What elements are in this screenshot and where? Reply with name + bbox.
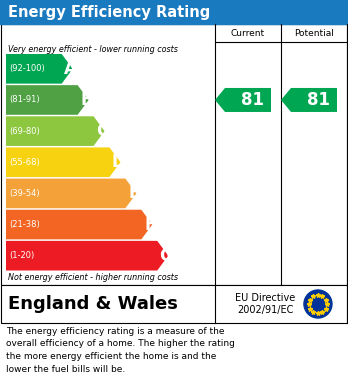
Text: Potential: Potential: [294, 29, 334, 38]
Text: (1-20): (1-20): [9, 251, 34, 260]
Text: (21-38): (21-38): [9, 220, 40, 229]
Polygon shape: [6, 54, 73, 84]
Text: (92-100): (92-100): [9, 65, 45, 74]
Text: Current: Current: [231, 29, 265, 38]
Circle shape: [304, 290, 332, 318]
Polygon shape: [6, 179, 136, 208]
Text: England & Wales: England & Wales: [8, 295, 178, 313]
Text: Energy Efficiency Rating: Energy Efficiency Rating: [8, 5, 210, 20]
Text: C: C: [96, 122, 109, 140]
Bar: [1, 285, 347, 323]
Text: The energy efficiency rating is a measure of the
overall efficiency of a home. T: The energy efficiency rating is a measur…: [6, 327, 235, 373]
Text: (55-68): (55-68): [9, 158, 40, 167]
Text: Not energy efficient - higher running costs: Not energy efficient - higher running co…: [8, 273, 178, 282]
Text: EU Directive
2002/91/EC: EU Directive 2002/91/EC: [235, 293, 295, 315]
Text: F: F: [145, 215, 156, 233]
Polygon shape: [6, 147, 120, 177]
Text: B: B: [80, 91, 93, 109]
Text: D: D: [112, 153, 125, 171]
Polygon shape: [281, 88, 337, 112]
Text: 81: 81: [240, 91, 263, 109]
Text: (39-54): (39-54): [9, 189, 40, 198]
Text: Very energy efficient - lower running costs: Very energy efficient - lower running co…: [8, 45, 178, 54]
Text: E: E: [129, 185, 140, 203]
Text: G: G: [159, 247, 173, 265]
Bar: [0, 0, 348, 24]
Bar: [1, 24, 347, 285]
Text: A: A: [64, 60, 77, 78]
Polygon shape: [6, 85, 89, 115]
Text: 81: 81: [307, 91, 330, 109]
Polygon shape: [6, 241, 168, 271]
Polygon shape: [215, 88, 271, 112]
Text: (69-80): (69-80): [9, 127, 40, 136]
Polygon shape: [6, 116, 104, 146]
Polygon shape: [6, 210, 152, 239]
Text: (81-91): (81-91): [9, 95, 40, 104]
